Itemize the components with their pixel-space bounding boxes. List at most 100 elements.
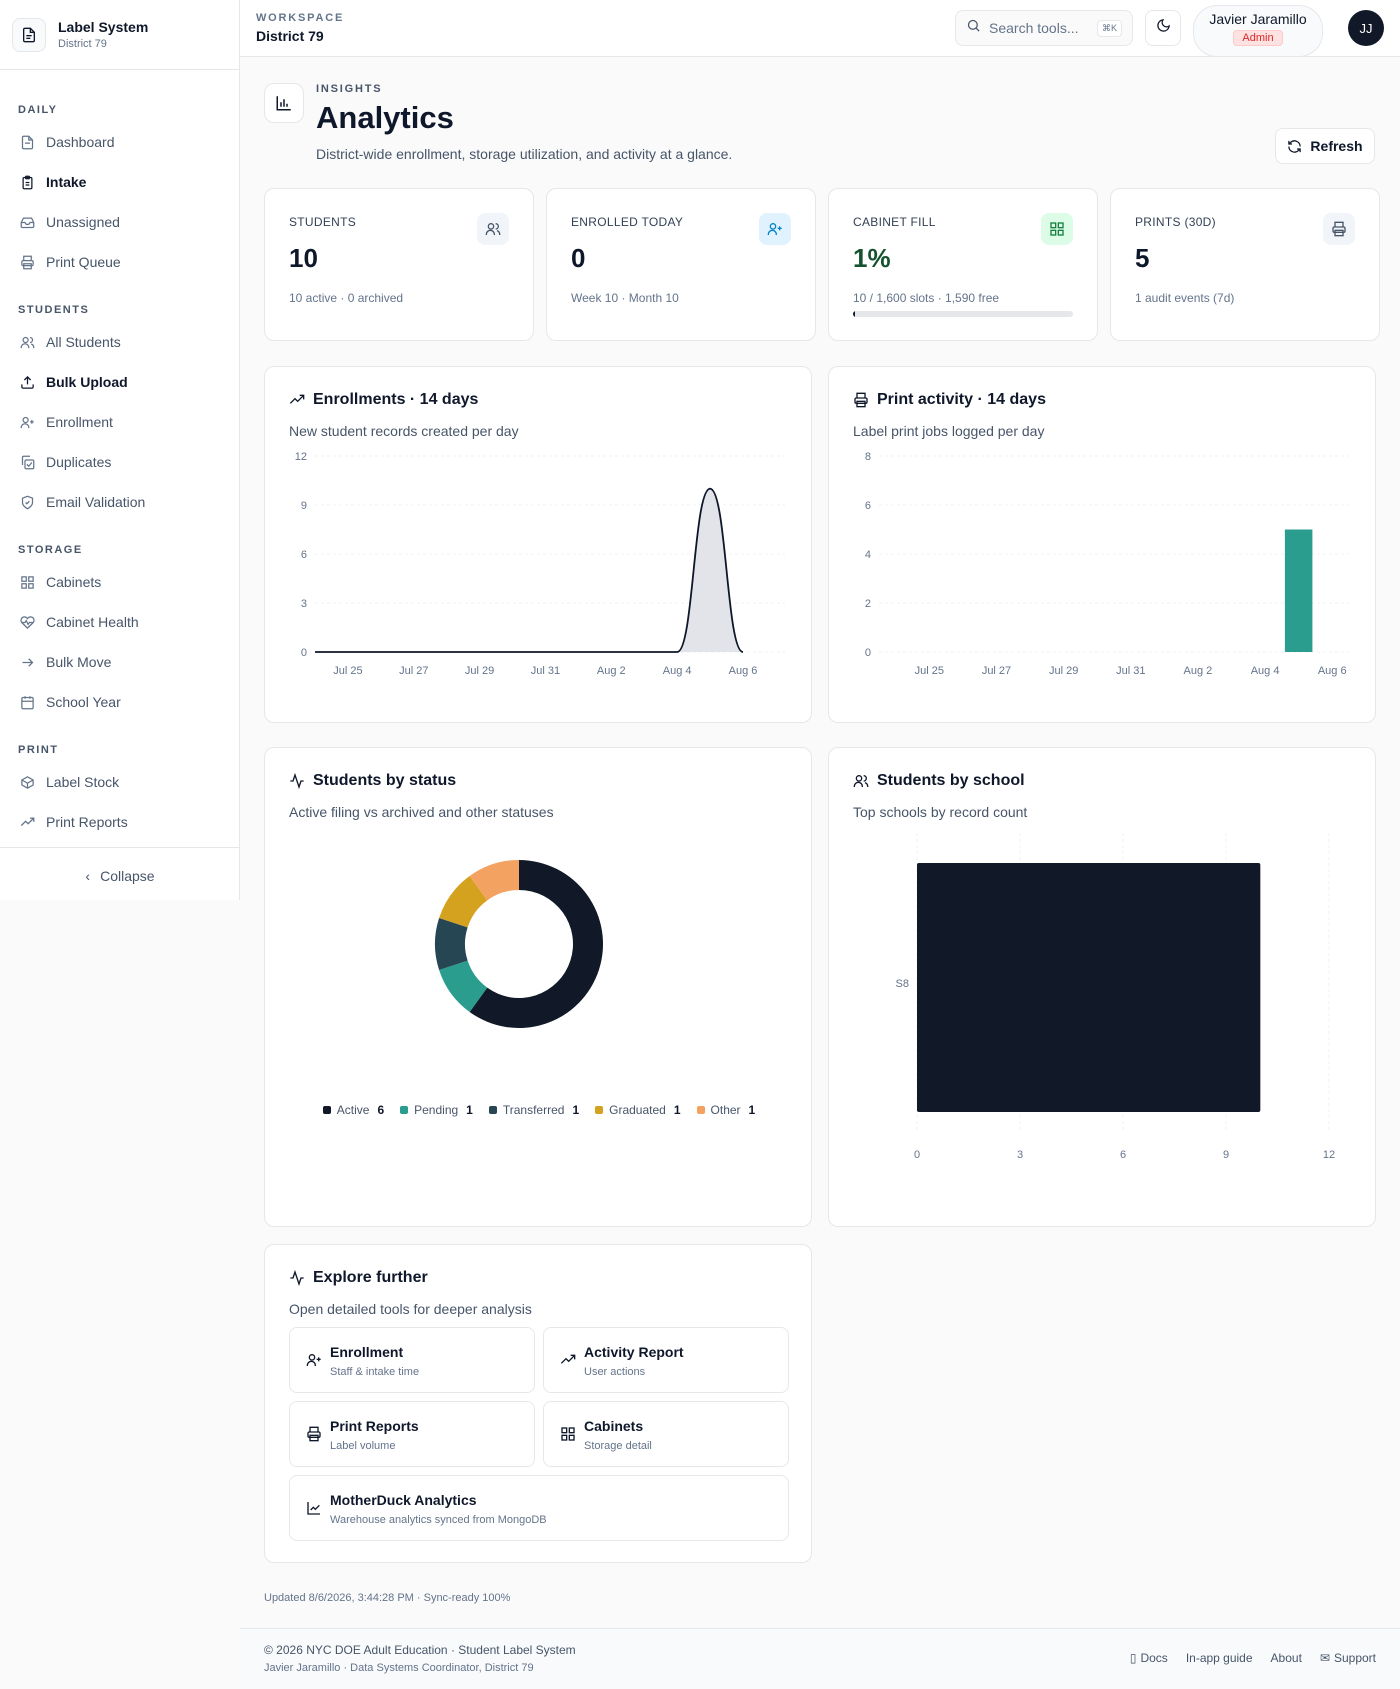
sidebar-item-label: Unassigned [46, 214, 120, 230]
explore-tile-cabinets[interactable]: Cabinets Storage detail [543, 1401, 789, 1467]
clipboard-icon [18, 173, 36, 191]
footer-copyright: © 2026 NYC DOE Adult Education · Student… [264, 1643, 576, 1657]
footer-link-label: About [1270, 1651, 1302, 1665]
status-donut-chart [435, 860, 603, 1028]
x-tick-label: 3 [1017, 1149, 1023, 1161]
footer-link-support[interactable]: ✉ Support [1320, 1651, 1376, 1665]
avatar[interactable]: JJ [1348, 10, 1384, 46]
explore-tile-activity-report[interactable]: Activity Report User actions [543, 1327, 789, 1393]
x-tick-label: Aug 2 [1184, 665, 1213, 677]
x-tick-label: Jul 27 [399, 665, 428, 677]
sidebar-item-print-reports[interactable]: Print Reports [0, 802, 239, 842]
explore-tile-print-reports[interactable]: Print Reports Label volume [289, 1401, 535, 1467]
x-tick-label: Aug 6 [729, 665, 758, 677]
top-header: WORKSPACE District 79 Search tools... ⌘K… [240, 0, 1400, 57]
sidebar-item-label: Label Stock [46, 774, 120, 790]
x-tick-label: Jul 27 [982, 665, 1011, 677]
nav-section-print: PRINT [18, 744, 59, 756]
kpi-value: 5 [1135, 243, 1150, 273]
user-plus-icon [18, 413, 36, 431]
y-tick-label: 2 [865, 598, 871, 610]
legend-swatch [595, 1106, 604, 1114]
collapse-button[interactable]: ‹ Collapse [0, 847, 240, 903]
footer-link-about[interactable]: About [1271, 1651, 1302, 1665]
activity-icon [289, 1270, 305, 1286]
legend-item-active: Active 6 [322, 1103, 385, 1117]
sidebar-item-print-queue[interactable]: Print Queue [0, 242, 239, 282]
area-fill [315, 488, 743, 652]
user-role-badge: Admin [1233, 30, 1283, 46]
kpi-value: 1% [853, 243, 891, 273]
heart-pulse-icon [18, 613, 36, 631]
mail-icon: ✉ [1319, 1651, 1330, 1665]
brand-title: Label System [58, 19, 149, 35]
y-tick-label: 4 [865, 549, 871, 561]
printer-icon [306, 1426, 322, 1442]
sidebar-item-school-year[interactable]: School Year [0, 682, 239, 722]
legend-count: 1 [466, 1103, 473, 1117]
sidebar-item-bulk-upload[interactable]: Bulk Upload [0, 362, 239, 402]
search-input[interactable]: Search tools... ⌘K [955, 10, 1133, 46]
y-tick-label: 0 [865, 647, 871, 659]
x-tick-label: 9 [1223, 1149, 1229, 1161]
sidebar-item-unassigned[interactable]: Unassigned [0, 202, 239, 242]
card-title-text: Print activity · 14 days [877, 391, 1046, 408]
last-updated: Updated 8/6/2026, 3:44:28 PM · Sync-read… [264, 1592, 511, 1604]
brand[interactable]: Label System District 79 [0, 0, 239, 70]
sidebar-item-dashboard[interactable]: Dashboard [0, 122, 239, 162]
shield-check-icon [18, 493, 36, 511]
card-title: Print activity · 14 days [853, 391, 1046, 409]
donut-slice-pending [439, 960, 488, 1012]
grid-icon [1041, 213, 1073, 245]
legend-item-transferred: Transferred 1 [488, 1103, 579, 1117]
sidebar-item-cabinet-health[interactable]: Cabinet Health [0, 602, 239, 642]
kpi-card-prints: PRINTS (30D) 5 1 audit events (7d) [1110, 188, 1380, 341]
theme-toggle-button[interactable] [1145, 10, 1181, 46]
sidebar-item-email-validation[interactable]: Email Validation [0, 482, 239, 522]
footer-link-guide[interactable]: In-app guide [1186, 1651, 1253, 1665]
sidebar-item-duplicates[interactable]: Duplicates [0, 442, 239, 482]
trending-up-icon [289, 392, 305, 408]
legend-count: 6 [377, 1103, 385, 1117]
tile-subtitle: Warehouse analytics synced from MongoDB [330, 1514, 547, 1526]
page-eyebrow: INSIGHTS [316, 83, 383, 95]
tile-title: Print Reports [330, 1418, 419, 1434]
tile-title: MotherDuck Analytics [330, 1492, 477, 1508]
students-by-school-card: 0 3 6 9 12 S8 Students by school Top schools … [828, 747, 1376, 1227]
workspace-name[interactable]: District 79 [256, 28, 324, 44]
kpi-value: 0 [571, 243, 586, 273]
card-title-text: Students by school [877, 772, 1025, 789]
sidebar-item-enrollment[interactable]: Enrollment [0, 402, 239, 442]
kpi-value: 10 [289, 243, 318, 273]
x-tick-label: 12 [1323, 1149, 1335, 1161]
x-tick-label: Jul 29 [465, 665, 494, 677]
sidebar-item-label: Email Validation [46, 494, 146, 510]
user-menu[interactable]: Javier Jaramillo Admin [1193, 5, 1323, 57]
grid-icon [18, 573, 36, 591]
sidebar-item-bulk-move[interactable]: Bulk Move [0, 642, 239, 682]
trending-up-icon [18, 813, 36, 831]
kpi-sub: 10 active · 0 archived [289, 291, 404, 305]
user-name: Javier Jaramillo [1209, 11, 1307, 27]
sidebar-item-cabinets[interactable]: Cabinets [0, 562, 239, 602]
status-legend: Active 6 Pending 1 Transferred 1 Graduated 1… [265, 1103, 813, 1117]
donut-slice-active [469, 860, 603, 1028]
copy-check-icon [18, 453, 36, 471]
bar [917, 863, 1261, 1112]
explore-tile-motherduck[interactable]: MotherDuck Analytics Warehouse analytics… [289, 1475, 789, 1541]
sidebar-item-all-students[interactable]: All Students [0, 322, 239, 362]
sidebar-item-intake[interactable]: Intake [0, 162, 239, 202]
sidebar-item-label: Dashboard [46, 134, 115, 150]
refresh-button[interactable]: Refresh [1275, 128, 1375, 164]
x-tick-label: Jul 31 [531, 665, 560, 677]
sidebar-item-label-stock[interactable]: Label Stock [0, 762, 239, 802]
sidebar-item-label: Duplicates [46, 454, 112, 470]
tile-title: Activity Report [584, 1344, 684, 1360]
kpi-card-enrolled-today: ENROLLED TODAY 0 Week 10 · Month 10 [546, 188, 816, 341]
inbox-icon [18, 213, 36, 231]
footer-link-docs[interactable]: ▯ Docs [1130, 1651, 1168, 1665]
explore-tile-enrollment[interactable]: Enrollment Staff & intake time [289, 1327, 535, 1393]
footer-link-label: Support [1333, 1651, 1376, 1665]
page-title: Analytics [316, 100, 454, 135]
school-bar-chart: 0 3 6 9 12 S8 [896, 833, 1335, 1161]
